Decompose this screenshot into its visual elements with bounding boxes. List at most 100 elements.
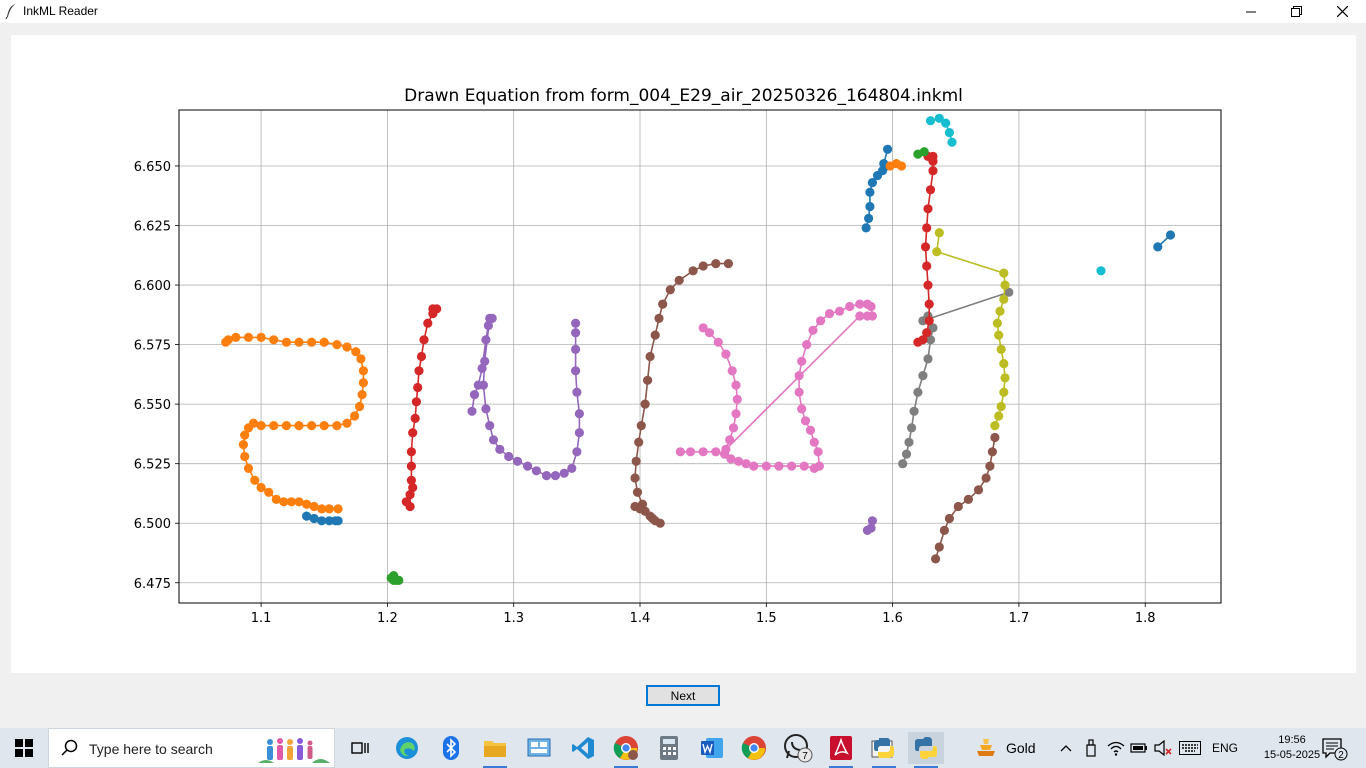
stroke-point <box>408 482 418 493</box>
plot-frame <box>178 109 1222 604</box>
stroke-point <box>405 501 415 512</box>
wifi-icon <box>1107 741 1125 756</box>
taskbar-clock[interactable]: 19:56 15-05-2025 <box>1262 733 1322 763</box>
taskbar-search[interactable]: Type here to search <box>48 728 335 768</box>
vscode-button[interactable] <box>565 732 601 764</box>
weather-widget-button[interactable] <box>968 732 1004 764</box>
control-panel-button[interactable] <box>521 732 557 764</box>
show-hidden-icons-button[interactable] <box>1053 732 1079 764</box>
active-indicator <box>483 766 507 768</box>
chrome-profile-button[interactable] <box>608 732 644 768</box>
next-button[interactable]: Next <box>646 685 720 706</box>
task-view-button[interactable] <box>342 732 378 764</box>
stroke-point <box>990 432 1000 443</box>
close-button[interactable] <box>1319 0 1365 23</box>
stroke-point <box>342 342 352 352</box>
usb-tray-button[interactable] <box>1079 732 1103 764</box>
window-title: InkML Reader <box>23 4 98 18</box>
stroke-point <box>981 473 991 483</box>
stroke-point <box>523 461 533 471</box>
stroke-point <box>574 428 585 438</box>
stroke-point <box>411 397 421 407</box>
notification-center-icon[interactable]: 2 <box>1322 737 1348 761</box>
clock-date: 15-05-2025 <box>1263 749 1321 761</box>
stroke-point <box>953 501 963 512</box>
stroke-point <box>405 490 415 500</box>
stroke-point <box>922 223 932 233</box>
calculator-button[interactable] <box>651 732 687 764</box>
active-indicator <box>614 766 638 768</box>
stroke-point <box>572 447 582 457</box>
stroke-point <box>256 332 266 342</box>
battery-tray-button[interactable] <box>1127 732 1151 764</box>
stroke-point <box>925 335 936 345</box>
keyboard-icon <box>1179 741 1201 755</box>
notification-count: 2 <box>1338 750 1344 761</box>
stroke-point <box>419 335 429 345</box>
stroke-point <box>414 366 424 376</box>
stroke-point <box>485 421 495 431</box>
wifi-tray-button[interactable] <box>1104 732 1128 764</box>
stroke-point <box>713 337 723 347</box>
minimize-icon <box>1246 11 1256 12</box>
stroke-point <box>645 351 655 362</box>
stroke-point <box>787 461 797 471</box>
whatsapp-button[interactable]: 7 <box>780 732 816 764</box>
stroke-point <box>302 499 312 509</box>
stroke-point <box>944 128 955 138</box>
stroke-point <box>481 404 491 414</box>
stroke-point <box>939 525 950 535</box>
x-tick-label: 1.3 <box>503 611 524 626</box>
stroke-point <box>711 447 721 457</box>
stroke-point <box>485 313 495 323</box>
x-tick-label: 1.6 <box>882 611 903 626</box>
stroke-point <box>922 261 932 271</box>
stroke-point <box>923 280 933 290</box>
stroke-point <box>685 447 696 457</box>
stroke-point <box>861 223 871 233</box>
chrome-button[interactable] <box>736 732 772 764</box>
maximize-button[interactable] <box>1273 0 1319 23</box>
python-idle-button[interactable] <box>866 732 902 768</box>
language-indicator[interactable]: ENG <box>1212 741 1239 755</box>
keyboard-tray-button[interactable] <box>1176 732 1204 764</box>
stroke-point <box>809 437 819 447</box>
volume-tray-button[interactable] <box>1151 732 1175 764</box>
stroke-point <box>531 466 542 476</box>
stroke-point <box>250 475 260 485</box>
acrobat-button[interactable] <box>823 732 859 768</box>
python-button[interactable] <box>908 732 944 768</box>
stroke-point <box>654 313 664 323</box>
x-tick-label: 1.5 <box>756 611 777 626</box>
file-explorer-button[interactable] <box>477 732 513 768</box>
stroke-point <box>934 228 944 238</box>
stroke-point <box>932 247 942 257</box>
stroke-point <box>317 516 327 526</box>
control-panel-icon <box>527 738 551 757</box>
stroke-point <box>813 447 823 457</box>
word-button[interactable] <box>694 732 730 764</box>
stroke-point <box>356 354 366 364</box>
stroke-point <box>307 421 317 431</box>
start-button[interactable] <box>0 728 48 768</box>
stroke-point <box>913 387 923 397</box>
stroke-point <box>995 306 1005 316</box>
stroke-point <box>319 337 329 347</box>
bluetooth-button[interactable] <box>433 732 469 764</box>
stroke-point <box>410 413 420 423</box>
stroke-point <box>332 340 342 350</box>
x-tick-label: 1.2 <box>377 611 398 626</box>
stroke-point <box>294 497 304 507</box>
stroke-point <box>907 423 917 433</box>
edge-button[interactable] <box>389 732 425 764</box>
stroke-point <box>805 425 816 435</box>
stroke-point <box>358 378 368 388</box>
y-tick-label: 6.550 <box>134 398 171 413</box>
stroke-point <box>488 435 499 445</box>
stroke-point <box>904 437 914 447</box>
x-tick-label: 1.1 <box>251 611 272 626</box>
minimize-button[interactable] <box>1228 0 1274 23</box>
whatsapp-icon: 7 <box>784 734 813 763</box>
stroke-point <box>495 444 505 454</box>
stroke-point <box>999 268 1009 278</box>
